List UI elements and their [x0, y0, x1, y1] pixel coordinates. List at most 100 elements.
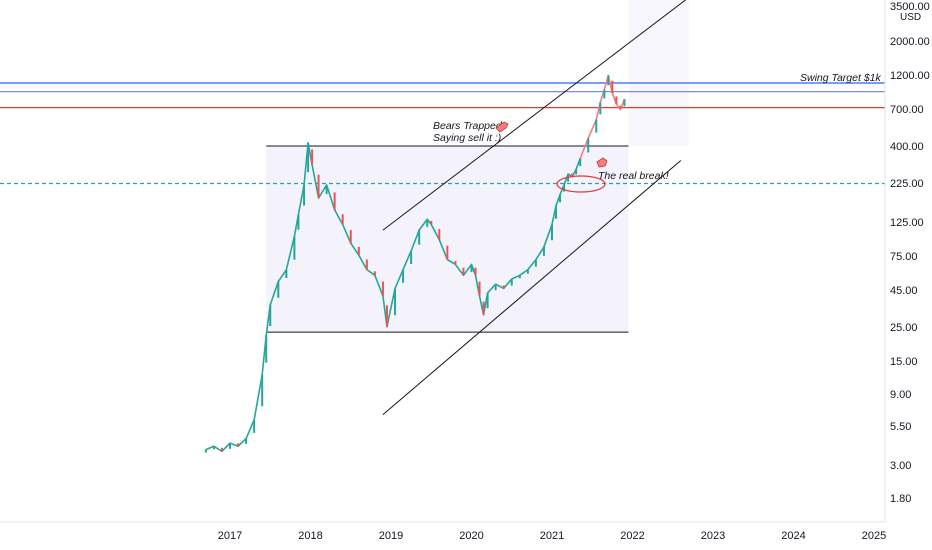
candle-0-21	[349, 230, 352, 244]
y-tick-label: 5.50	[890, 421, 911, 433]
candle-0-20	[341, 214, 344, 225]
candle-0-4	[237, 443, 240, 447]
candle-0-3	[229, 443, 231, 449]
real-break-label: The real break!	[598, 170, 669, 182]
candle-0-9	[269, 304, 272, 326]
y-tick-label: 1.80	[890, 493, 911, 505]
candle-0-6	[253, 419, 256, 433]
candle-0-53	[567, 174, 570, 182]
y-tick-label: 45.00	[890, 285, 918, 297]
channel-lower-line	[382, 160, 682, 415]
candle-0-52	[563, 184, 566, 192]
candle-0-46	[526, 269, 529, 274]
pointing-hand-icon	[495, 121, 509, 133]
currency-label: USD	[900, 12, 921, 23]
y-tick-label: 3500.00	[890, 1, 930, 13]
x-tick-label: 2017	[218, 530, 242, 542]
x-tick-label: 2021	[540, 530, 564, 542]
candle-0-12	[293, 236, 296, 260]
y-tick-label: 400.00	[890, 141, 924, 153]
y-tick-label: 9.00	[890, 389, 911, 401]
candle-0-19	[333, 192, 336, 210]
candle-0-47	[534, 259, 537, 267]
candle-0-48	[542, 246, 545, 256]
pointing-hand-icon	[596, 157, 608, 168]
breakout-ellipse	[556, 175, 606, 193]
candle-0-18	[325, 184, 328, 195]
candle-0-25	[381, 281, 384, 297]
candle-0-44	[510, 278, 513, 286]
candle-1-4	[603, 89, 606, 99]
series-1	[579, 74, 626, 162]
bears-trapped-line1: Bears Trapped	[433, 120, 503, 132]
candle-1-2	[595, 119, 598, 133]
x-tick-label: 2024	[781, 530, 805, 542]
y-tick-label: 125.00	[890, 217, 924, 229]
candle-1-3	[599, 102, 602, 115]
candle-0-51	[559, 194, 562, 203]
candle-0-28	[402, 269, 405, 283]
y-tick-label: 1200.00	[890, 70, 930, 82]
candle-0-7	[261, 374, 264, 407]
y-tick-label: 700.00	[890, 104, 924, 116]
candle-0-35	[454, 261, 457, 265]
horizontal-levels	[0, 82, 885, 185]
candle-1-6	[611, 80, 614, 94]
x-tick-label: 2018	[298, 530, 322, 542]
candle-0-22	[357, 246, 360, 256]
price-axis[interactable]: 3500.00 2000.00 1200.00 700.00 400.00 225.00 1…	[890, 1, 930, 505]
candle-0-55	[575, 169, 578, 175]
candle-0-32	[430, 220, 433, 225]
candle-1-7	[615, 96, 618, 105]
candle-0-34	[446, 245, 449, 260]
y-tick-label: 25.00	[890, 322, 918, 334]
real-break-annotation: The real break!	[596, 157, 669, 182]
candle-1-9	[623, 99, 626, 107]
time-axis[interactable]: 2017 2018 2019 2020 2021 2022 2023 2024 2025	[0, 0, 886, 542]
candle-0-0	[204, 449, 207, 453]
series-0	[204, 141, 582, 453]
candle-0-27	[394, 288, 397, 316]
x-tick-label: 2019	[379, 530, 403, 542]
candle-0-41	[486, 292, 489, 309]
candle-0-36	[462, 267, 465, 276]
series-line-1	[579, 74, 626, 159]
candle-0-26	[385, 305, 388, 327]
candle-0-11	[285, 269, 288, 278]
candle-0-50	[555, 205, 558, 219]
y-tick-label: 225.00	[890, 178, 924, 190]
y-tick-label: 15.00	[890, 356, 918, 368]
candle-0-30	[418, 230, 421, 245]
x-tick-label: 2020	[459, 530, 483, 542]
candle-0-39	[478, 281, 481, 297]
y-tick-label: 2000.00	[890, 36, 930, 48]
candle-0-16	[311, 149, 314, 165]
candle-0-56	[579, 158, 582, 166]
candle-0-40	[482, 301, 485, 315]
y-tick-label: 3.00	[890, 460, 911, 472]
candle-0-33	[438, 229, 441, 240]
x-tick-label: 2023	[701, 530, 725, 542]
candle-0-45	[518, 275, 521, 279]
bears-trapped-line2: Saying sell it :)	[433, 132, 501, 144]
candle-0-23	[365, 259, 368, 270]
y-tick-label: 75.00	[890, 251, 918, 263]
candle-1-5	[607, 75, 610, 86]
range-box-right-shading	[628, 0, 689, 146]
channel-upper-line	[382, 0, 687, 231]
candle-0-5	[245, 438, 248, 444]
bears-trapped-annotation: Bears Trapped Saying sell it :)	[433, 120, 509, 144]
price-series	[204, 74, 626, 453]
candle-0-49	[551, 224, 553, 241]
candle-0-14	[303, 184, 306, 206]
candle-0-8	[265, 335, 268, 363]
x-tick-label: 2025	[862, 530, 886, 542]
candle-1-0	[579, 158, 582, 162]
candle-0-13	[297, 214, 300, 230]
candle-1-8	[619, 105, 622, 110]
candle-0-2	[220, 447, 223, 452]
candle-0-17	[317, 174, 320, 199]
candle-0-43	[502, 285, 505, 289]
candle-0-1	[212, 446, 215, 450]
